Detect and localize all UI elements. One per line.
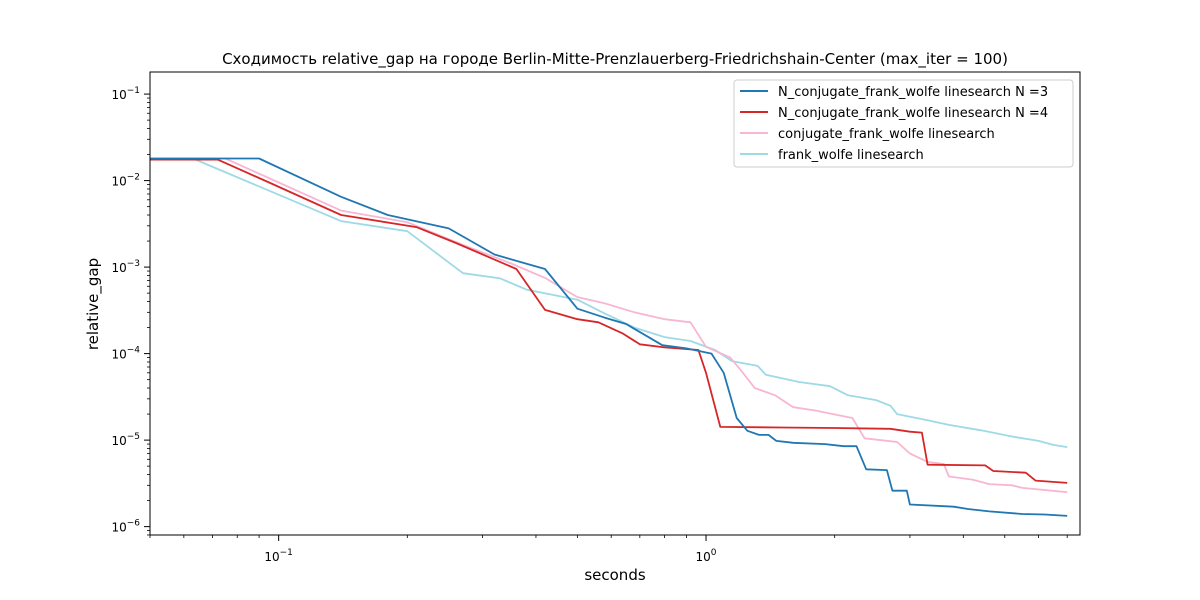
- legend: N_conjugate_frank_wolfe linesearch N =3 N…: [733, 79, 1074, 168]
- y-tick-label: 10−5: [111, 432, 140, 448]
- y-axis-ticks: 10−610−510−410−310−210−1: [111, 86, 150, 536]
- y-tick-label-exponent: −1: [127, 86, 140, 96]
- chart-title: Сходимость relative_gap на городе Berlin…: [222, 50, 1008, 69]
- y-tick-label-base: 10: [111, 348, 126, 362]
- legend-entry-label: N_conjugate_frank_wolfe linesearch N =3: [778, 85, 1048, 100]
- legend-entry-label: N_conjugate_frank_wolfe linesearch N =4: [778, 106, 1048, 121]
- x-axis-label: seconds: [584, 566, 645, 584]
- y-tick-label-exponent: −5: [127, 432, 140, 442]
- y-tick-label-base: 10: [111, 434, 126, 448]
- legend-entry-label: conjugate_frank_wolfe linesearch: [778, 127, 995, 142]
- x-tick-label-base: 10: [264, 550, 279, 564]
- y-tick-label: 10−4: [111, 346, 140, 362]
- y-tick-label-exponent: −6: [127, 519, 141, 529]
- y-tick-label-base: 10: [111, 261, 126, 275]
- x-tick-label-exponent: −1: [280, 548, 293, 558]
- plot-frame: [149, 71, 1081, 536]
- legend-entry-label: frank_wolfe linesearch: [778, 148, 924, 163]
- y-tick-label: 10−2: [111, 173, 140, 189]
- y-tick-label: 10−6: [111, 519, 140, 535]
- series-layer: [150, 157, 1068, 517]
- series-line-0: [150, 157, 1068, 517]
- series-line-2: [150, 157, 1068, 494]
- series-line-3: [150, 157, 1068, 448]
- y-tick-label-base: 10: [111, 175, 126, 189]
- legend-frame: [733, 79, 1074, 168]
- x-tick-label: 10−1: [264, 548, 293, 564]
- y-tick-label-exponent: −3: [127, 259, 140, 269]
- y-tick-label-base: 10: [111, 88, 126, 102]
- y-axis-label: relative_gap: [84, 258, 103, 350]
- y-tick-label: 10−1: [111, 86, 140, 102]
- y-tick-label-exponent: −4: [127, 346, 141, 356]
- x-axis-ticks: 10−1 100: [149, 535, 1068, 564]
- x-tick-label-exponent: 0: [711, 548, 717, 558]
- y-tick-label-exponent: −2: [127, 173, 140, 183]
- x-tick-label: 100: [696, 548, 717, 564]
- y-tick-label: 10−3: [111, 259, 140, 275]
- y-tick-label-base: 10: [111, 521, 126, 535]
- x-tick-label-base: 10: [696, 550, 711, 564]
